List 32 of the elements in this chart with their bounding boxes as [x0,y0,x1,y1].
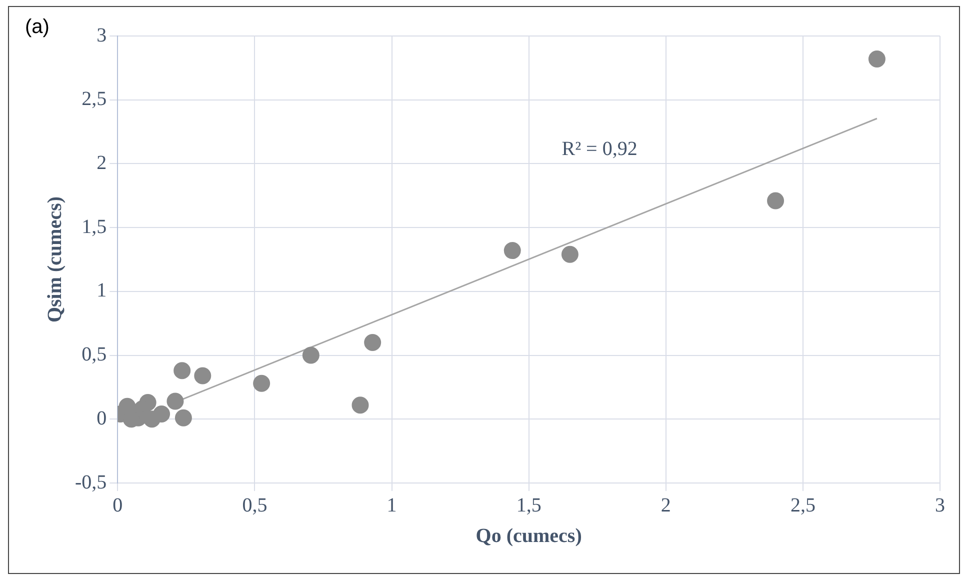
point [174,362,191,380]
point [166,392,184,410]
x-tick-label: 3 [935,494,945,516]
x-tick-label: 2,5 [790,494,816,516]
x-tick-label: 1 [386,494,397,516]
y-tick-label: 2 [96,152,107,174]
x-tick-label: 2 [660,494,671,516]
point [174,409,192,426]
x-tick-label: 1,5 [516,494,542,516]
point [352,396,369,414]
y-tick-label: 0,5 [82,344,107,366]
y-axis-title: Qsim (cumecs) [44,196,66,323]
point [253,374,270,392]
point [868,50,886,68]
point [561,246,578,263]
x-tick-label: 0,5 [242,494,268,516]
y-tick-label: 1,5 [82,216,107,238]
x-tick-label: 0 [112,494,123,516]
y-tick-label: -0,5 [74,471,107,494]
chart-title: (a) [25,16,50,39]
point [364,334,382,352]
y-tick-label: 2,5 [82,88,107,110]
point [504,242,521,260]
y-tick-label: 1 [96,280,107,302]
point [767,192,784,210]
x-axis-title: Qo (cumecs) [476,525,582,548]
annotation: R² = 0,92 [562,138,638,160]
point [153,406,170,423]
point [302,346,320,364]
y-tick-label: 0 [96,407,107,430]
y-tick-label: 3 [96,24,107,46]
point [194,367,212,384]
